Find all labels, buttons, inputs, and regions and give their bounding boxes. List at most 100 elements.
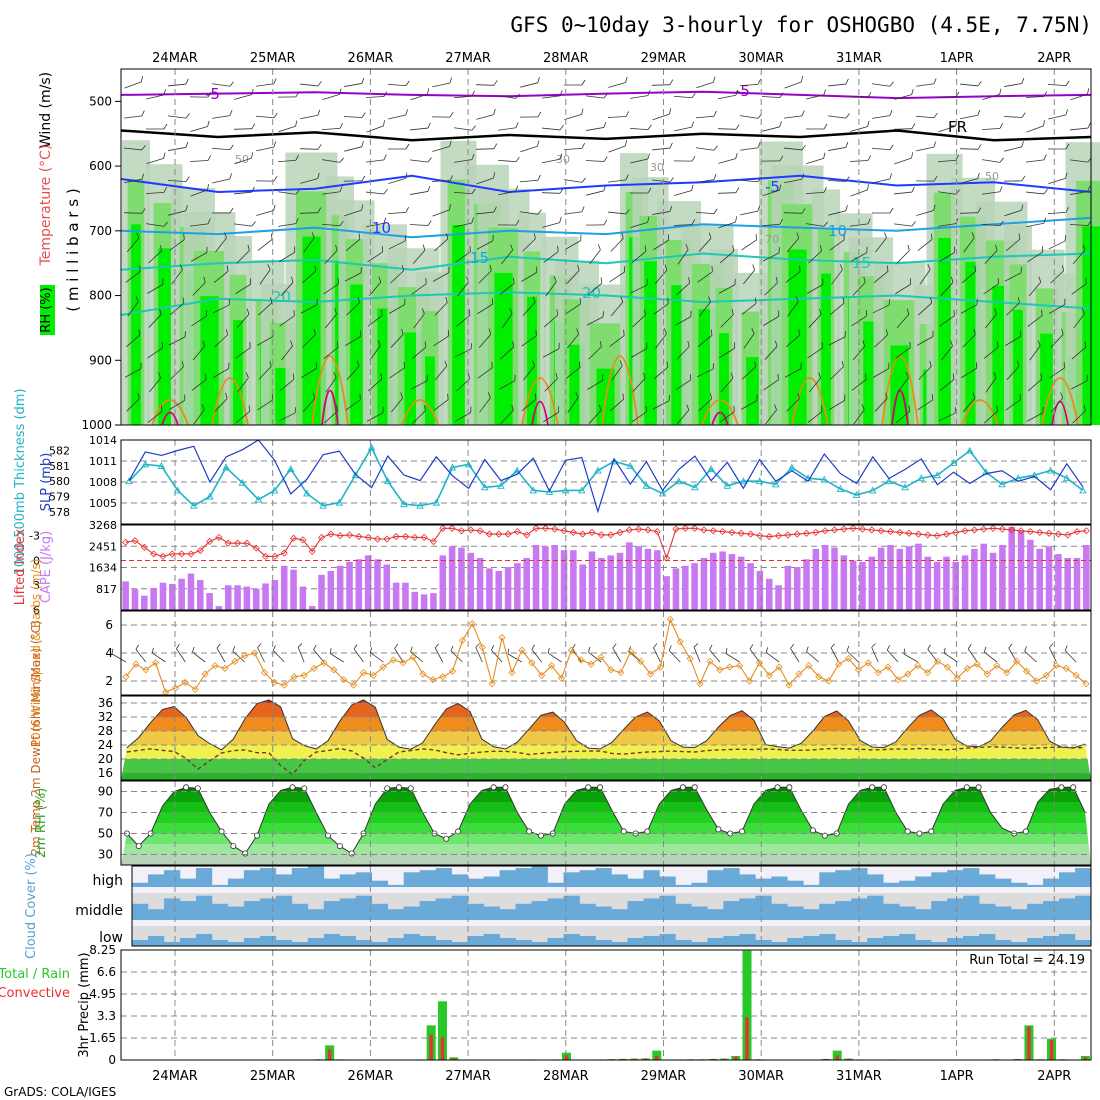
wind-barb-icon — [784, 173, 805, 184]
wind-barb-icon — [410, 185, 431, 195]
wind-barb-icon — [1048, 643, 1057, 663]
wind-barb-icon — [807, 405, 823, 423]
rh-point — [963, 784, 970, 791]
li-point — [616, 528, 624, 536]
wind-barb-icon — [387, 206, 409, 215]
li-point — [513, 528, 521, 536]
wind-barb-icon — [696, 174, 717, 183]
ylabel-millibars: ( m i l l i b a r s ) — [64, 188, 82, 311]
wind-barb-icon — [668, 645, 681, 663]
wind-barb-icon — [871, 643, 879, 663]
precip-tick-label: 4.95 — [89, 987, 116, 1001]
ylabel-temp2m: 2m Temp 2m DewPt (6hr Min/Max) (°C) — [29, 620, 43, 855]
precip-conv-bar — [824, 1058, 828, 1060]
wind-barb-icon — [850, 184, 869, 197]
cape-bar — [831, 547, 838, 610]
wind-barb-icon — [853, 404, 865, 425]
cloud-cover-bar — [259, 936, 277, 946]
cape-bar — [159, 582, 167, 610]
date-tick-label: 28MAR — [543, 1069, 589, 1084]
wind-point — [498, 634, 506, 642]
wind-barb-icon — [587, 277, 603, 296]
thickness-point — [189, 501, 198, 509]
wind-point — [211, 662, 219, 670]
wind-barb-icon — [344, 267, 362, 282]
wind-point — [171, 684, 180, 692]
wind-barb-icon — [192, 646, 206, 663]
contour-label: 20 — [272, 288, 291, 306]
li-point — [252, 544, 260, 552]
wind-point — [617, 669, 625, 677]
thickness-point — [788, 463, 796, 471]
wind-point — [577, 656, 585, 664]
wind-point — [132, 660, 140, 668]
temp-band — [121, 731, 1091, 745]
precip-total-bar — [742, 950, 752, 1060]
cloud-cover-bar — [147, 936, 165, 946]
wind-point — [835, 660, 843, 668]
cloud-cover-bar — [323, 934, 341, 946]
li-point — [383, 535, 391, 543]
li-point — [625, 526, 633, 534]
ylabel-rh2m: 2m RH (%) — [34, 788, 49, 859]
cape-bar — [262, 583, 269, 610]
precip-tick-label: 6.6 — [97, 965, 116, 979]
cape-bar — [598, 557, 605, 610]
wind-barb-icon — [982, 88, 1002, 101]
wind-barb-icon — [808, 308, 822, 328]
wind-point — [943, 663, 952, 671]
cloud-cover-bar — [339, 874, 357, 887]
rh-point — [810, 827, 817, 834]
wind-barb-icon — [630, 187, 652, 194]
wind-barb-icon — [586, 121, 607, 131]
wind-barb-icon — [234, 186, 255, 195]
wind-point — [241, 652, 249, 660]
run-total: Run Total = 24.19 — [969, 953, 1085, 968]
wind-barb-icon — [146, 123, 168, 130]
slp-tick-label: 1005 — [89, 497, 117, 510]
cloud-cover-bar — [643, 936, 660, 946]
cloud-cover-bar — [883, 936, 900, 946]
wind-barb-icon — [389, 362, 405, 379]
wind-point — [340, 676, 348, 684]
contour-label: 70 — [765, 233, 779, 246]
temp-tick-label: 36 — [98, 696, 113, 710]
contour-label: -5 — [735, 82, 750, 100]
wind-barb-icon — [564, 206, 585, 215]
wind-barb-icon — [531, 644, 542, 663]
wind-barb-icon — [1003, 112, 1026, 118]
cloud-cover-bar — [211, 940, 229, 946]
wind-barb-icon — [875, 232, 887, 253]
li-point — [150, 550, 158, 558]
rh-point — [585, 784, 592, 791]
cloud-cover-bar — [515, 868, 532, 887]
rh-band — [121, 844, 1091, 855]
wind-barb-icon — [1026, 217, 1047, 228]
wind-barb-icon — [454, 154, 475, 163]
rh-point — [774, 784, 781, 791]
rh-band — [121, 812, 1091, 823]
cape-bar — [560, 550, 568, 610]
wind-barb-icon — [960, 109, 981, 120]
wind-barb-icon — [1026, 406, 1044, 422]
wind-barb-icon — [610, 296, 624, 317]
rh-point — [739, 828, 746, 835]
cloud-cover-bar — [419, 870, 436, 887]
wind-barb-icon — [519, 111, 542, 118]
cape-bar — [187, 573, 195, 610]
wind-barb-icon — [410, 88, 430, 101]
li-point — [1045, 529, 1053, 537]
wind-barb-icon — [960, 81, 982, 87]
wind-barb-icon — [938, 407, 956, 422]
rh-point — [691, 784, 698, 791]
wind-barb-icon — [809, 372, 822, 393]
cape-bar — [392, 582, 400, 610]
wind-barb-icon — [281, 340, 293, 361]
cloud-cover-bar — [963, 895, 980, 920]
cloud-cover-bar — [995, 940, 1012, 946]
dewpt-line — [126, 746, 1086, 776]
wind-barb-icon — [145, 186, 167, 195]
wind-barb-icon — [893, 123, 916, 130]
li-point — [905, 529, 913, 537]
wind-barb-icon — [432, 266, 450, 282]
